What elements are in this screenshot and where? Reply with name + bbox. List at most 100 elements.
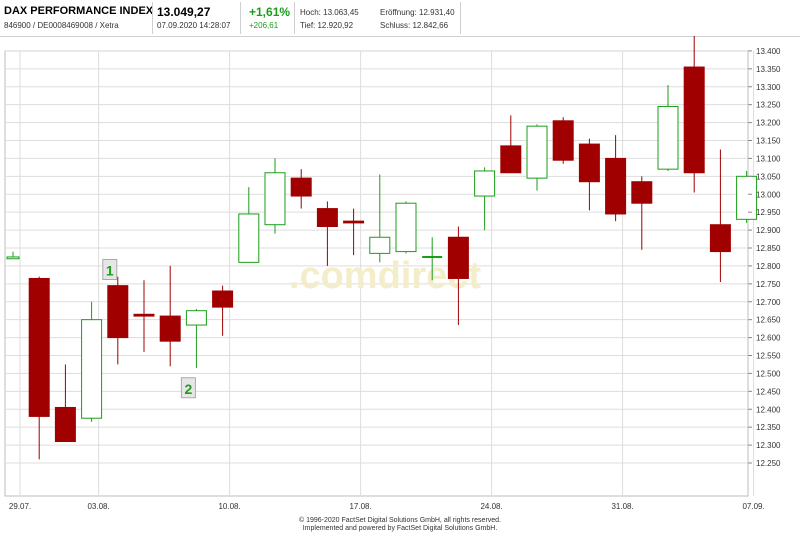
candle	[395, 201, 417, 254]
y-tick-label: 12.350	[756, 423, 781, 432]
candle	[631, 176, 653, 250]
previous-close: Schluss: 12.842,66	[380, 21, 449, 30]
y-tick-label: 12.500	[756, 369, 781, 378]
candle	[526, 124, 548, 191]
candle	[683, 36, 705, 193]
candle-body	[212, 290, 234, 308]
candle	[290, 169, 312, 209]
candle	[709, 149, 731, 283]
candle-body	[133, 313, 155, 317]
annotation-box	[102, 259, 118, 280]
price-timestamp: 07.09.2020 14:28:07	[157, 21, 231, 30]
y-tick-label: 12.400	[756, 405, 781, 414]
y-tick-label: 12.650	[756, 316, 781, 325]
x-tick-label: 31.08.	[611, 502, 633, 511]
candle-body	[736, 175, 758, 220]
last-price: 13.049,27	[157, 5, 211, 19]
candle-body	[709, 224, 731, 253]
index-info: DAX PERFORMANCE INDEX 846900 / DE0008469…	[0, 0, 154, 36]
index-name: DAX PERFORMANCE INDEX	[4, 5, 154, 17]
x-tick-label: 24.08.	[480, 502, 502, 511]
y-tick-label: 13.400	[756, 47, 781, 56]
y-axis: 13.450 13.400 13.350 13.300 13.250 13.200 13.1…	[748, 36, 781, 468]
candle	[81, 301, 103, 422]
annotation-box	[180, 377, 196, 399]
y-tick-label: 12.750	[756, 280, 781, 289]
candle-body	[185, 310, 207, 326]
x-tick-label: 29.07.	[9, 502, 31, 511]
candle	[500, 115, 522, 174]
candle	[212, 285, 234, 336]
candle-body	[500, 145, 522, 174]
y-tick-label: 12.300	[756, 441, 781, 450]
y-tick-label: 13.350	[756, 65, 781, 74]
candle	[605, 135, 627, 222]
candle-body	[526, 125, 548, 179]
candle	[107, 276, 129, 365]
y-tick-label: 12.850	[756, 244, 781, 253]
y-tick-label: 12.550	[756, 352, 781, 361]
candle	[422, 237, 443, 281]
candle-body	[631, 181, 653, 204]
candle	[264, 158, 286, 234]
annotation-marker: 2	[180, 377, 196, 399]
candle-body	[552, 120, 574, 161]
candle-body	[474, 170, 496, 197]
price-info: 13.049,27 07.09.2020 14:28:07	[153, 0, 240, 36]
candle	[54, 364, 76, 443]
change-info: +1,61% +206,61	[241, 0, 294, 36]
candle-body	[54, 406, 76, 443]
candle-body	[369, 236, 391, 254]
day-stats: Hoch: 13.063,45 Tief: 12.920,92 Eröffnun…	[295, 0, 455, 36]
candle	[447, 226, 469, 326]
annotation-label: 2	[185, 381, 193, 397]
candle-body	[605, 157, 627, 215]
candle	[343, 208, 365, 256]
candle-body	[578, 143, 600, 183]
candle	[133, 280, 155, 352]
day-low: Tief: 12.920,92	[300, 21, 354, 30]
y-tick-label: 13.100	[756, 154, 781, 163]
footer-powered-by: Implemented and powered by FactSet Digit…	[302, 525, 498, 532]
candle-body	[683, 66, 705, 174]
y-tick-label: 12.800	[756, 262, 781, 271]
day-open: Eröffnung: 12.931,40	[380, 8, 455, 17]
candle	[657, 84, 679, 171]
index-identifiers: 846900 / DE0008469008 / Xetra	[4, 21, 119, 30]
candle-body	[316, 208, 338, 227]
footer-copyright: © 1996-2020 FactSet Digital Solutions Gm…	[298, 517, 502, 524]
candle	[474, 167, 496, 231]
x-tick-label: 17.08.	[349, 502, 371, 511]
candle	[28, 276, 50, 460]
y-tick-label: 12.250	[756, 459, 781, 468]
x-axis: 29.07. 03.08. 10.08. 17.08. 24.08. 31.08. 07.0…	[9, 502, 765, 511]
candle-body	[107, 285, 129, 339]
candle-body	[447, 236, 469, 279]
annotation-marker: 1	[102, 259, 118, 280]
y-tick-label: 13.300	[756, 83, 781, 92]
y-tick-label: 13.000	[756, 190, 781, 199]
candle	[369, 174, 391, 263]
y-tick-label: 13.250	[756, 101, 781, 110]
candle-body	[395, 202, 417, 253]
candle-body	[159, 315, 181, 342]
candle-body	[290, 177, 312, 197]
y-tick-label: 13.200	[756, 119, 781, 128]
candle-body	[657, 105, 679, 170]
candlestick-chart: .comdirect 12 13.45013.40013.35013.30013…	[4, 36, 781, 511]
candle	[316, 201, 338, 266]
x-tick-label: 10.08.	[218, 502, 240, 511]
y-tick-label: 12.600	[756, 334, 781, 343]
y-tick-label: 13.050	[756, 172, 781, 181]
annotations-group: 12	[102, 259, 196, 399]
x-tick-label: 07.09.	[742, 502, 764, 511]
day-high: Hoch: 13.063,45	[300, 8, 359, 17]
candle	[185, 308, 207, 369]
y-tick-label: 12.900	[756, 226, 781, 235]
candle-body	[343, 220, 365, 224]
candle	[238, 187, 260, 263]
change-absolute: +206,61	[249, 21, 279, 30]
y-tick-label: 12.700	[756, 298, 781, 307]
candle	[159, 265, 181, 367]
annotation-label: 1	[106, 263, 114, 279]
